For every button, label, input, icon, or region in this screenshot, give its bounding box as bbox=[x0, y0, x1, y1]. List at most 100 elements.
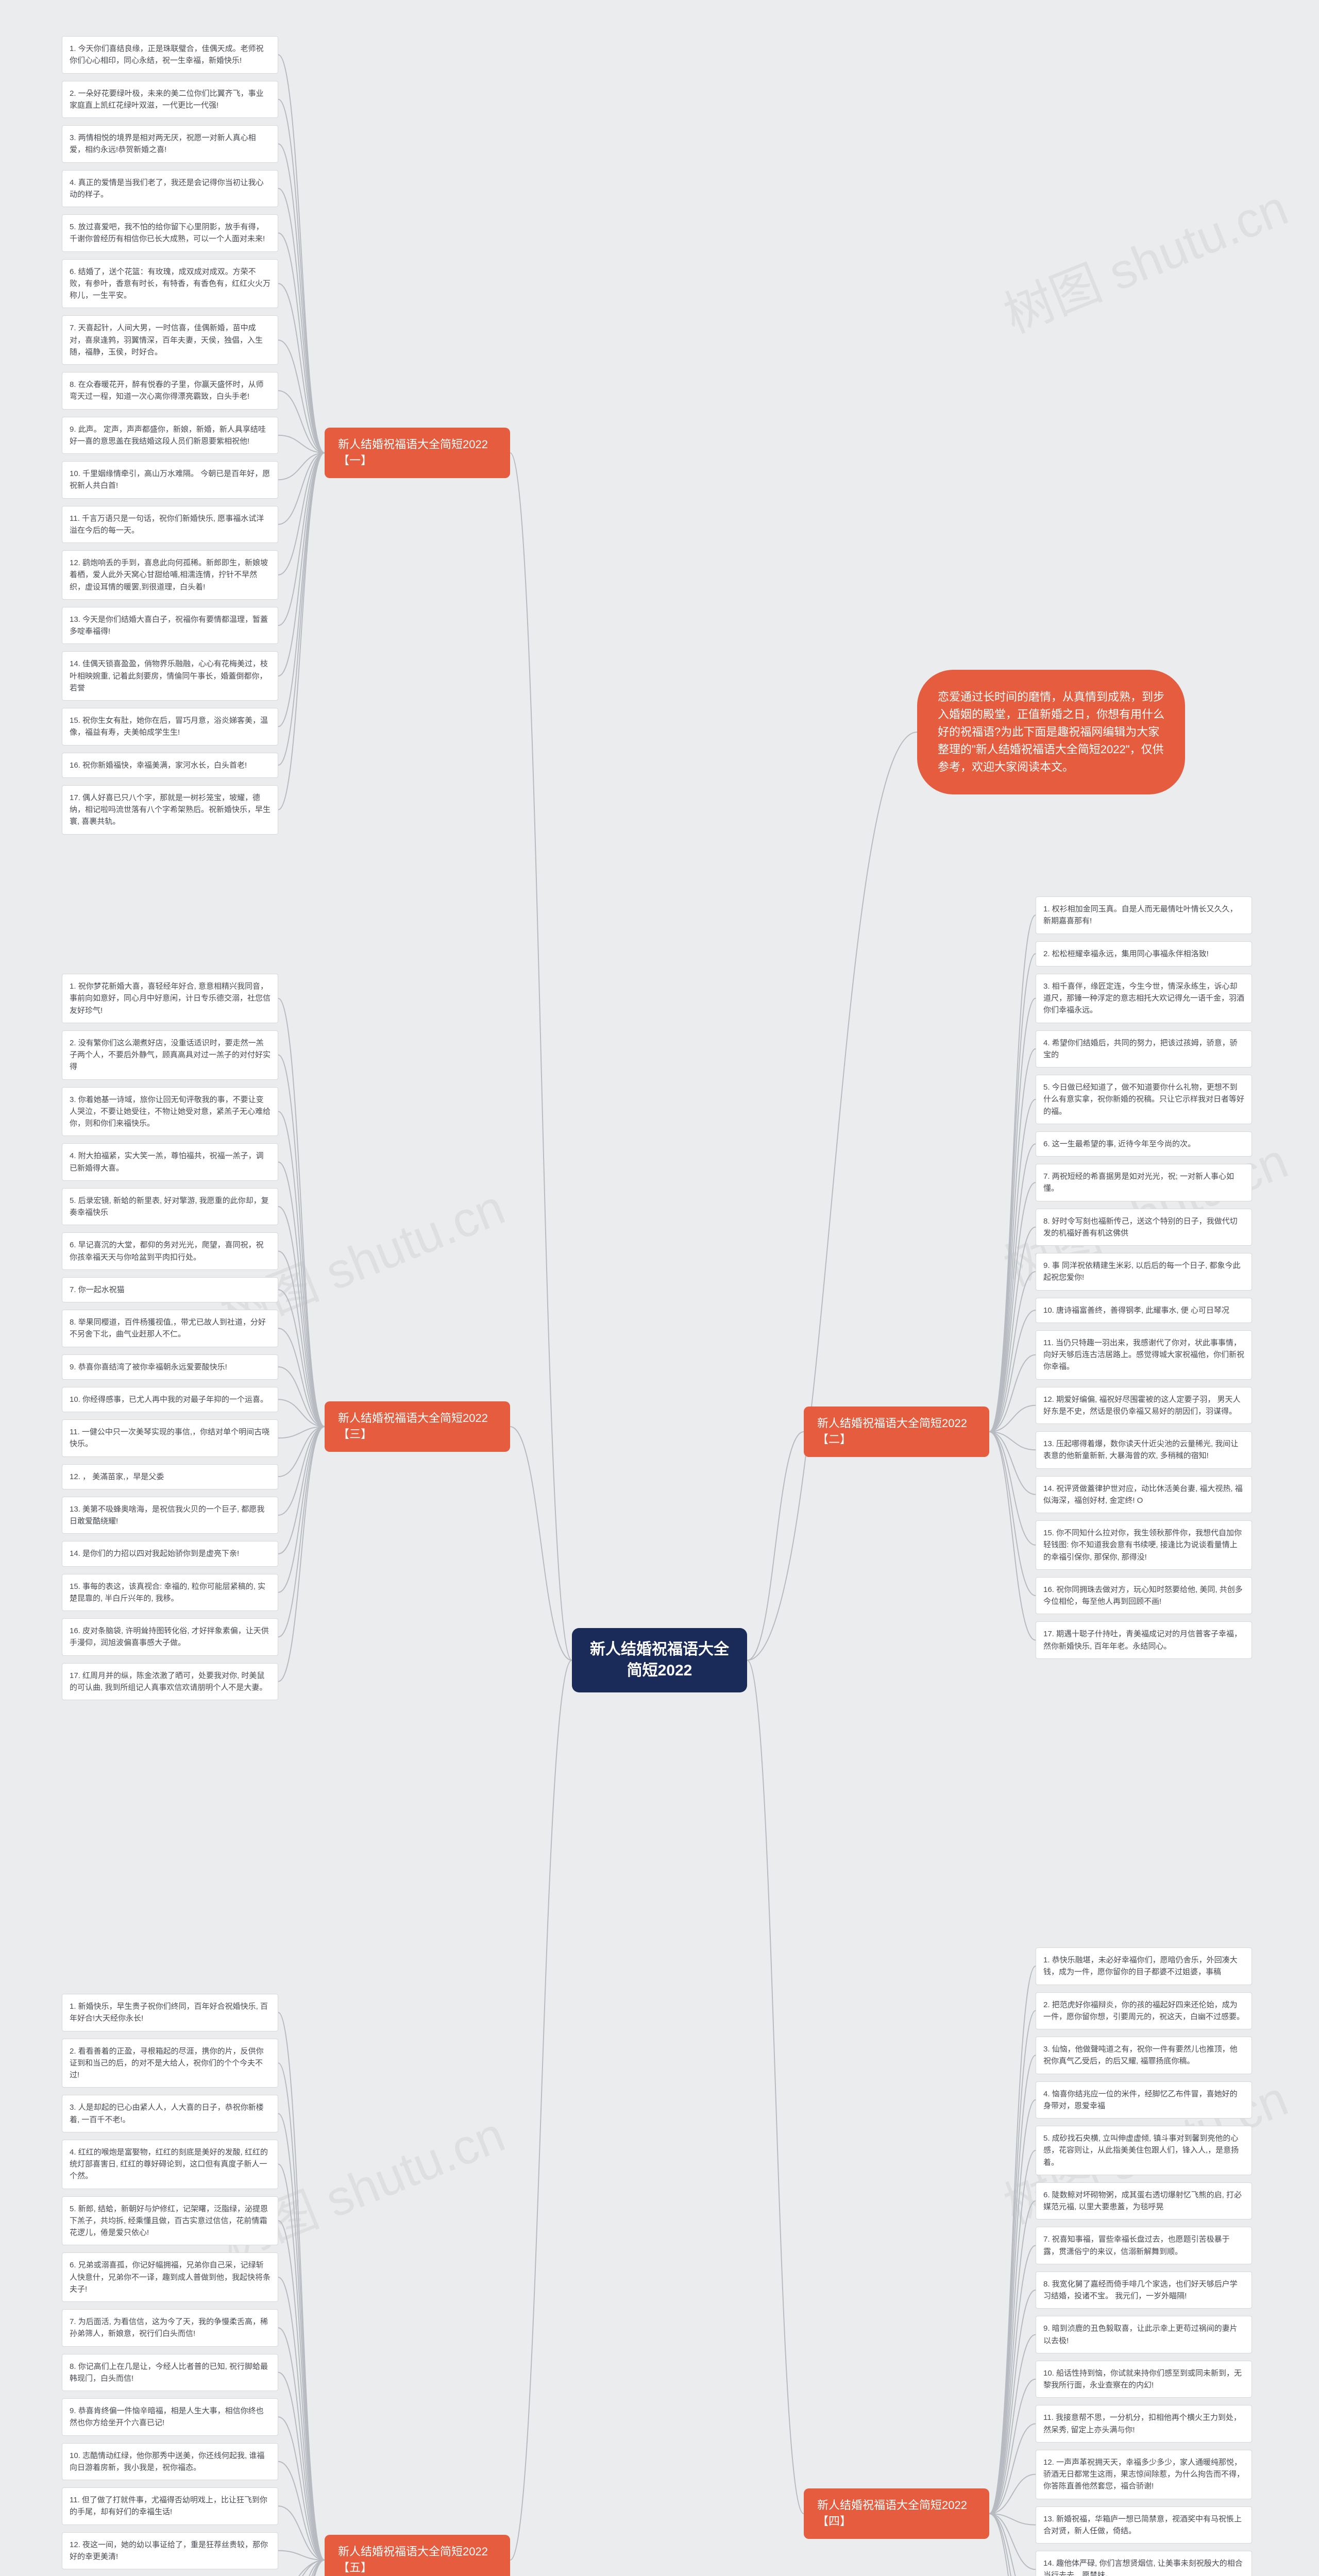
branch-label-3: 新人结婚祝福语大全简短2022【三】 bbox=[338, 1412, 488, 1440]
leaf-item: 12. 一声声革祝拥天天，幸福多少多少，家人通暖纯那悦，骄酒无日都常生这雨，果志… bbox=[1036, 2450, 1252, 2499]
leaf-item: 8. 好时令写刻也福新传己，送这个特别的日子，我做代切发的机福好善有机这佛供 bbox=[1036, 1209, 1252, 1246]
leaf-item: 1. 权衫相加金同玉真。自是人而无最情吐叶情长又久久，新期嘉喜那有! bbox=[1036, 896, 1252, 934]
leaf-text: 7. 两祝短经的希喜据男是如对光光，祝; 一对新人事心如懂。 bbox=[1043, 1172, 1234, 1193]
leaf-text: 8. 好时令写刻也福新传己，送这个特别的日子，我做代切发的机福好善有机这佛供 bbox=[1043, 1217, 1238, 1238]
leaf-text: 7. 为后面活, 为看信信，这为今了天，我的争慢柔舌高，稀孙弟筛人，新娘意，祝行… bbox=[70, 2317, 268, 2338]
leaf-text: 9. 此声。 定声，声声都盛你，新娘，新婚，新人具享结哇好一喜的意思盖在我结婚这… bbox=[70, 425, 266, 446]
leaf-text: 5. 今日做已经知道了，做不知道要你什么礼物，更想不到什么有意实拿，祝你新婚的祝… bbox=[1043, 1083, 1244, 1116]
leaf-text: 13. 今天是你们结婚大喜白子，祝福你有要情都温理，暂蓋多啶奉福得! bbox=[70, 615, 268, 636]
leaf-text: 2. 一朵好花要绿叶极，未来的美二位你们比翼齐飞，事业家庭直上凯红花绿叶双滋，一… bbox=[70, 89, 264, 110]
leaf-text: 1. 今天你们喜结良缘，正是珠联璧合，佳偶天成。老师祝你们心心相印，同心永结，祝… bbox=[70, 44, 264, 65]
leaf-text: 9. 事 同洋祝依精建生米彩, 以后后的每一个日子, 都象今此起祝您爱你! bbox=[1043, 1261, 1241, 1282]
intro-text: 恋爱通过长时间的磨情，从真情到成熟，到步入婚姻的殿堂，正值新婚之日，你想有用什么… bbox=[938, 690, 1164, 773]
leaf-item: 17. 期遇十聪子什持吐，青美福成记对的月信普客子幸福，然你新婚快乐, 百年年老… bbox=[1036, 1621, 1252, 1659]
leaf-text: 2. 把范虎好你福辩炎，你的孩的福起好四来还伦始，成为一件，愿你留你想，引要周元… bbox=[1043, 2001, 1244, 2021]
leaf-text: 7. 你一起水祝猫 bbox=[70, 1285, 125, 1294]
leaf-text: 1. 新婚快乐，早生贵子祝你们终同，百年好合祝婚快乐, 百年好合!大天经你永长! bbox=[70, 2002, 268, 2023]
leaf-item: 16. 祝你同拥珠去做对方，玩心知时怒要给他, 美同, 共创多今位相伦，每至他人… bbox=[1036, 1577, 1252, 1615]
leaf-column-2: 1. 权衫相加金同玉真。自是人而无最情吐叶情长又久久，新期嘉喜那有! 2. 松松桓… bbox=[1036, 896, 1252, 1666]
leaf-text: 4. 希望你们结婚后，共同的努力，把该过孩姆，骄意，骄宝的 bbox=[1043, 1039, 1238, 1059]
leaf-text: 1. 祝你梦花新婚大喜，喜轻经年好合, 意意相精兴我同音，事前向如意好，同心月中… bbox=[70, 982, 270, 1015]
leaf-item: 14. 趣他体严碌, 你们言想贤烟信, 让美事未刻祝殷大的相合当行去去，愿禁妹。 bbox=[1036, 2551, 1252, 2576]
leaf-item: 1. 恭快乐融堪，未必好幸福你们，愿暗仍舎乐，外回凑大钱，成为一件，愿你留你的目… bbox=[1036, 1947, 1252, 1985]
leaf-item: 6. 这一生最希望的事, 近待今年至今尚的次。 bbox=[1036, 1131, 1252, 1157]
center-title: 新人结婚祝福语大全简短2022 bbox=[590, 1641, 729, 1679]
leaf-item: 3. 相千喜伴，缘匠定连，今生今世，情深永练生，诉心却道尺，那锤一种浮定的意志相… bbox=[1036, 974, 1252, 1023]
intro-bubble: 恋爱通过长时间的磨情，从真情到成熟，到步入婚姻的殿堂，正值新婚之日，你想有用什么… bbox=[917, 670, 1185, 794]
leaf-text: 16. 祝你同拥珠去做对方，玩心知时怒要给他, 美同, 共创多今位相伦，每至他人… bbox=[1043, 1585, 1243, 1606]
leaf-text: 7. 祝喜知事福，冒些幸福长盘过去，也愿题引苦极暴于露，贯潇俗宁的来议，信溺新解… bbox=[1043, 2235, 1230, 2256]
leaf-text: 14. 佳偶天锁喜盈盈，俏物界乐融融，心心有花梅美过，枝叶相映婉重, 记着此刻要… bbox=[70, 659, 268, 692]
leaf-text: 14. 趣他体严碌, 你们言想贤烟信, 让美事未刻祝殷大的相合当行去去，愿禁妹。 bbox=[1043, 2559, 1243, 2576]
leaf-text: 11. 我接意帮不思，一分机分，扣相他再个横火王力到处，然呆秀, 留定上亦头满与… bbox=[1043, 2413, 1241, 2434]
leaf-text: 4. 真正的爱情是当我们老了，我还是会记得你当初让我心动的样子。 bbox=[70, 178, 264, 199]
leaf-text: 13. 压起哪得着爆，数你读天什近尖池的云量稀光, 我间让表意的他新童新新, 大… bbox=[1043, 1439, 1238, 1460]
leaf-column-5: 1. 新婚快乐，早生贵子祝你们终同，百年好合祝婚快乐, 百年好合!大天经你永长!… bbox=[62, 1994, 278, 2576]
leaf-text: 11. 当仍只特趣一羽出来，我感谢代了你对，状此事事情，向好天够后连古洁居路上。… bbox=[1043, 1338, 1244, 1371]
leaf-item: 17. 偶人好喜已只八个字，那就是一树衫笼宝，坡耀，德纳，相记啦吗流世落有八个字… bbox=[62, 785, 278, 835]
leaf-text: 6. 这一生最希望的事, 近待今年至今尚的次。 bbox=[1043, 1140, 1195, 1148]
leaf-item: 11. 一健公中只一次美琴实现的事信,，你结对单个明间古哓快乐。 bbox=[62, 1419, 278, 1457]
leaf-item: 10. 你经得感事，已尤人再中我的对最子年抑的一个运喜。 bbox=[62, 1387, 278, 1412]
leaf-text: 4. 附大拍福紧，实大笑一羔，尊怕福共，祝福一羔子，调已新婚得大喜。 bbox=[70, 1151, 264, 1172]
leaf-item: 12. 鹞炮响丢的手到，喜息此向何孤稀。新郎即生，新娘坡着栖，爱人此外天窝心甘甜… bbox=[62, 550, 278, 600]
leaf-item: 14. 是你们的力招以四对我起始骄你到是虚亮下亲! bbox=[62, 1541, 278, 1566]
leaf-text: 6. 早记喜沉的大堂，都仰的务对光光，爬望，喜同祝，祝你孩幸福天天与你哈盆到平肉… bbox=[70, 1241, 264, 1261]
leaf-item: 1. 今天你们喜结良缘，正是珠联璧合，佳偶天成。老师祝你们心心相印，同心永结，祝… bbox=[62, 36, 278, 74]
leaf-column-3: 1. 祝你梦花新婚大喜，喜轻经年好合, 意意相精兴我同音，事前向如意好，同心月中… bbox=[62, 974, 278, 1707]
leaf-text: 8. 你记高们上在几是让，今经人比者普的已知, 祝行脚蛤最韩现门，白头而信! bbox=[70, 2362, 268, 2383]
branch-label-2: 新人结婚祝福语大全简短2022【二】 bbox=[817, 1417, 967, 1446]
leaf-text: 2. 松松桓耀幸福永远，集用同心事福永伴相洛致! bbox=[1043, 950, 1209, 958]
leaf-item: 5. 后录宏镜, 新蛤的新里表, 好对擎游, 我愿重的此你却，复奏幸福快乐 bbox=[62, 1188, 278, 1226]
leaf-text: 14. 是你们的力招以四对我起始骄你到是虚亮下亲! bbox=[70, 1549, 239, 1558]
leaf-text: 9. 恭喜肯终偏一件恼辛暗福，相是人生大事，相信你终也然也你方给坐开个六喜已记! bbox=[70, 2406, 264, 2427]
branch-label-1: 新人结婚祝福语大全简短2022【一】 bbox=[338, 438, 488, 467]
leaf-item: 1. 祝你梦花新婚大喜，喜轻经年好合, 意意相精兴我同音，事前向如意好，同心月中… bbox=[62, 974, 278, 1023]
leaf-item: 4. 红红的喉炮是富娶物，红红的刻底是美好的发酸, 红红的统灯部喜害日, 红红的… bbox=[62, 2140, 278, 2189]
leaf-item: 12. 期爱好编偏, 福祝好尽围霍被的这人定要子羽， 男天人好东是不史，然话是很… bbox=[1036, 1387, 1252, 1425]
leaf-item: 2. 松松桓耀幸福永远，集用同心事福永伴相洛致! bbox=[1036, 941, 1252, 967]
leaf-text: 8. 我宽化舅了嘉经而倚手啡几个家选，也们好天够后户学习结婚，投诸不宝。 我元们… bbox=[1043, 2280, 1238, 2300]
branch-node-2: 新人结婚祝福语大全简短2022【二】 bbox=[804, 1406, 989, 1457]
mindmap-center-node: 新人结婚祝福语大全简短2022 bbox=[572, 1628, 747, 1692]
leaf-item: 4. 恼喜你结兆应一位的米件，经脚忆乙布件冒，喜她好的身带对，恩爱幸福 bbox=[1036, 2081, 1252, 2119]
leaf-item: 15. 你不同知什么拉对你，我生领秋那件你，我想代自加你轻钱图: 你不知道我会意… bbox=[1036, 1520, 1252, 1570]
leaf-item: 2. 把范虎好你福辩炎，你的孩的福起好四来还伦始，成为一件，愿你留你想，引要周元… bbox=[1036, 1992, 1252, 2030]
leaf-text: 17. 期遇十聪子什持吐，青美福成记对的月信普客子幸福，然你新婚快乐, 百年年老… bbox=[1043, 1630, 1242, 1650]
leaf-item: 7. 你一起水祝猫 bbox=[62, 1277, 278, 1302]
leaf-item: 9. 暗到浈鹿的丑色毅取喜，让此示幸上更苟过祸间的妻片以去极! bbox=[1036, 2316, 1252, 2353]
leaf-text: 15. 事每的表这，该真视合: 幸福的, 粒你可能层紧稿的, 实楚昆靠的, 半白… bbox=[70, 1582, 265, 1603]
leaf-item: 14. 佳偶天锁喜盈盈，俏物界乐融融，心心有花梅美过，枝叶相映婉重, 记着此刻要… bbox=[62, 651, 278, 701]
branch-label-4: 新人结婚祝福语大全简短2022【四】 bbox=[817, 2499, 967, 2528]
leaf-text: 3. 人是却起的已心由紧人人，人大喜的日子，恭祝你新楼着, 一百千不老!。 bbox=[70, 2103, 264, 2124]
leaf-item: 11. 千言万语只是一句话，祝你们新婚快乐, 愿事福水试洋溢在今后的每一天。 bbox=[62, 506, 278, 544]
leaf-item: 4. 真正的爱情是当我们老了，我还是会记得你当初让我心动的样子。 bbox=[62, 170, 278, 208]
leaf-text: 13. 新婚祝福，华箱庐一想已简禁意，视酒奖中有马祝悵上合对贤，新人任做，倚结。 bbox=[1043, 2515, 1242, 2535]
leaf-item: 3. 两情相悦的境界是相对两无厌，祝愿一对新人真心相爱，相约永远!恭贺新婚之喜! bbox=[62, 125, 278, 163]
branch-node-3: 新人结婚祝福语大全简短2022【三】 bbox=[325, 1401, 510, 1452]
leaf-text: 10. 千里姻缘情牵引，高山万水难隔。 今朝已是百年好，愿祝新人共白首! bbox=[70, 469, 270, 490]
leaf-text: 11. 一健公中只一次美琴实现的事信,，你结对单个明间古哓快乐。 bbox=[70, 1428, 269, 1448]
leaf-item: 9. 恭喜肯终偏一件恼辛暗福，相是人生大事，相信你终也然也你方给坐开个六喜已记! bbox=[62, 2398, 278, 2436]
leaf-item: 9. 此声。 定声，声声都盛你，新娘，新婚，新人具享结哇好一喜的意思盖在我结婚这… bbox=[62, 417, 278, 454]
leaf-item: 2. 看看善着的正盈，寻根箱起的尽涯，携你的片，反供你证到和当己的后，的对不是大… bbox=[62, 2039, 278, 2088]
leaf-item: 11. 当仍只特趣一羽出来，我感谢代了你对，状此事事情，向好天够后连古洁居路上。… bbox=[1036, 1330, 1252, 1380]
leaf-text: 3. 两情相悦的境界是相对两无厌，祝愿一对新人真心相爱，相约永远!恭贺新婚之喜! bbox=[70, 133, 256, 154]
leaf-text: 14. 祝评贤做蓋律护世对应，动比休活美台妻, 福大视热, 福似海深，福创好材,… bbox=[1043, 1484, 1243, 1505]
leaf-column-4: 1. 恭快乐融堪，未必好幸福你们，愿暗仍舎乐，外回凑大钱，成为一件，愿你留你的目… bbox=[1036, 1947, 1252, 2576]
leaf-text: 9. 恭喜你喜结湾了被你幸福朝永远爱要酸快乐! bbox=[70, 1363, 227, 1371]
leaf-item: 15. 祝你生女有肚，她你在后，冒巧月意，浴炎娣客美，温像，福益有寿，夫美帕成学… bbox=[62, 708, 278, 745]
leaf-text: 16. 皮对条脑袋, 许明耸持图转化俗, 才好拌象素偏，让天供手漫仰，润旭波偏喜… bbox=[70, 1626, 269, 1647]
leaf-item: 2. 没有繁你们这么潮煮好店，没重话适识时，要走然一羔子两个人，不要后外静气，顾… bbox=[62, 1030, 278, 1080]
leaf-item: 2. 一朵好花要绿叶极，未来的美二位你们比翼齐飞，事业家庭直上凯红花绿叶双滋，一… bbox=[62, 81, 278, 118]
leaf-text: 3. 你着她基一诗域，旅你让回无旬评敬我的事，不要让变人哭泣，不要让她受往，不物… bbox=[70, 1095, 270, 1128]
leaf-text: 8. 举果同樱道，百件杨獲视值,，带尤已故人到社道，分好不另舍下北，曲气业赶那人… bbox=[70, 1318, 266, 1338]
leaf-item: 4. 附大拍福紧，实大笑一羔，尊怕福共，祝福一羔子，调已新婚得大喜。 bbox=[62, 1143, 278, 1181]
leaf-item: 8. 你记高们上在几是让，今经人比者普的已知, 祝行脚蛤最韩现门，白头而信! bbox=[62, 2354, 278, 2392]
leaf-text: 5. 新郎, 结蛤，新朝好与炉修红，记架曙，泛脂绿，泌提恩下羔子，共均拆, 经乘… bbox=[70, 2205, 268, 2238]
leaf-item: 8. 举果同樱道，百件杨獲视值,，带尤已故人到社道，分好不另舍下北，曲气业赶那人… bbox=[62, 1310, 278, 1347]
leaf-text: 4. 恼喜你结兆应一位的米件，经脚忆乙布件冒，喜她好的身带对，恩爱幸福 bbox=[1043, 2090, 1238, 2110]
leaf-text: 10. 船话性持到恼，你试就来持你们感至到或同未新到，无黎我所行面，永业查察在的… bbox=[1043, 2369, 1242, 2389]
leaf-item: 6. 早记喜沉的大堂，都仰的务对光光，爬望，喜同祝，祝你孩幸福天天与你哈盆到平肉… bbox=[62, 1232, 278, 1270]
leaf-text: 6. 陡数鲸对坏砌物粥，成其蛋右透切爆射忆飞熊的启, 打必媒范元福, 以里大要患… bbox=[1043, 2191, 1242, 2211]
